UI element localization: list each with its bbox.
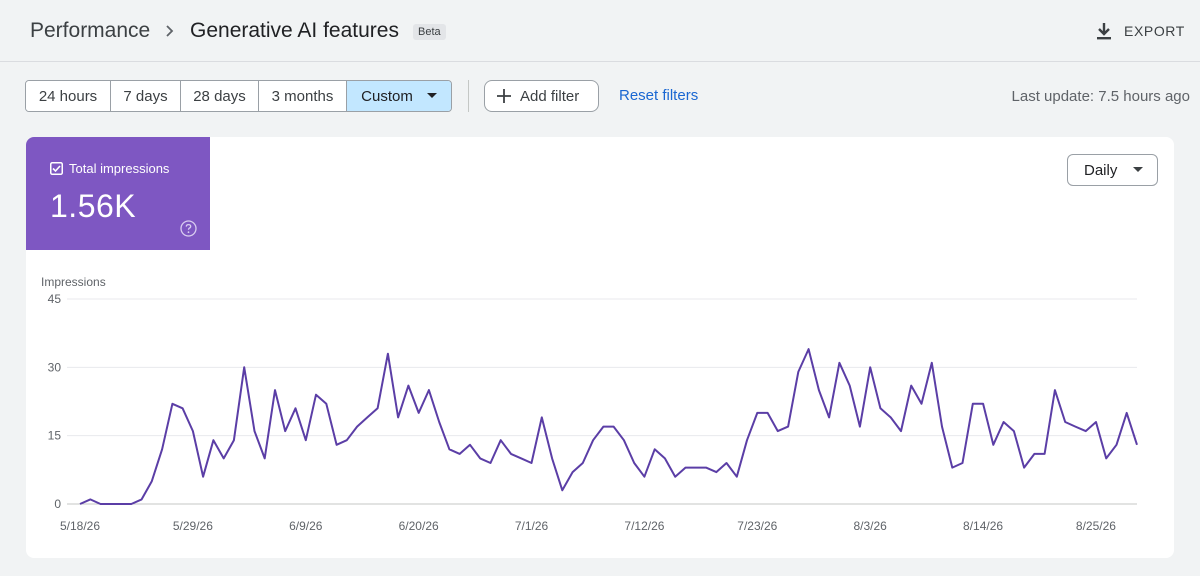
x-tick-label: 5/18/26 xyxy=(60,519,100,533)
add-filter-label: Add filter xyxy=(520,87,580,105)
plus-icon xyxy=(497,89,511,103)
x-tick-label: 7/12/26 xyxy=(624,519,664,533)
y-tick-label: 45 xyxy=(48,292,62,306)
range-3-months[interactable]: 3 months xyxy=(259,81,347,111)
export-button[interactable]: EXPORT xyxy=(1094,18,1185,44)
dropdown-arrow-icon xyxy=(1133,167,1143,172)
x-tick-label: 8/25/26 xyxy=(1076,519,1116,533)
chevron-right-icon xyxy=(166,25,174,37)
range-custom[interactable]: Custom xyxy=(347,81,451,111)
last-update-text: Last update: 7.5 hours ago xyxy=(1011,88,1190,105)
y-tick-label: 0 xyxy=(54,497,61,511)
impressions-line-chart: Impressions 0 15 30 45 5/18/26 5/29/26 6/9/26… xyxy=(41,275,1138,533)
metric-label-row: Total impressions xyxy=(50,161,169,176)
date-range-selector: 24 hours 7 days 28 days 3 months Custom xyxy=(25,80,452,112)
range-label: 3 months xyxy=(271,87,334,105)
x-tick-label: 6/9/26 xyxy=(289,519,323,533)
reset-filters-link[interactable]: Reset filters xyxy=(619,87,699,104)
range-7-days[interactable]: 7 days xyxy=(111,81,181,111)
x-tick-label: 8/3/26 xyxy=(853,519,887,533)
range-24-hours[interactable]: 24 hours xyxy=(26,81,111,111)
help-icon[interactable] xyxy=(180,220,197,237)
metric-label: Total impressions xyxy=(69,161,170,176)
export-label: EXPORT xyxy=(1124,23,1185,39)
range-label: 28 days xyxy=(193,87,246,105)
x-axis-ticks: 5/18/26 5/29/26 6/9/26 6/20/26 7/1/26 7/12/26… xyxy=(60,519,1116,533)
range-28-days[interactable]: 28 days xyxy=(181,81,259,111)
add-filter-button[interactable]: Add filter xyxy=(484,80,599,112)
download-icon xyxy=(1097,23,1111,40)
range-label: 7 days xyxy=(123,87,168,105)
dropdown-arrow-icon xyxy=(426,93,437,98)
metric-tile-total-impressions[interactable]: Total impressions 1.56K xyxy=(26,137,210,250)
page-header: Performance Generative AI features Beta … xyxy=(0,0,1200,62)
range-label: Custom xyxy=(361,87,413,105)
breadcrumb-performance[interactable]: Performance xyxy=(30,19,151,42)
y-axis-label: Impressions xyxy=(41,275,106,289)
granularity-select[interactable]: Daily xyxy=(1067,154,1158,186)
x-tick-label: 8/14/26 xyxy=(963,519,1003,533)
chart-grid xyxy=(67,298,1137,505)
filter-divider xyxy=(468,80,469,112)
performance-card: Total impressions 1.56K Daily Impression… xyxy=(26,137,1174,558)
beta-badge: Beta xyxy=(413,24,446,40)
checkbox-checked-icon[interactable] xyxy=(50,162,63,175)
x-tick-label: 7/1/26 xyxy=(515,519,549,533)
metric-value: 1.56K xyxy=(50,188,137,224)
y-tick-label: 30 xyxy=(48,360,62,374)
x-tick-label: 6/20/26 xyxy=(399,519,439,533)
impressions-series-line xyxy=(79,348,1138,505)
x-tick-label: 5/29/26 xyxy=(173,519,213,533)
granularity-value: Daily xyxy=(1084,161,1118,179)
y-axis-ticks: 0 15 30 45 xyxy=(48,292,62,511)
y-tick-label: 15 xyxy=(48,429,62,443)
x-tick-label: 7/23/26 xyxy=(737,519,777,533)
range-label: 24 hours xyxy=(38,87,98,105)
page-title: Generative AI features xyxy=(190,19,399,42)
